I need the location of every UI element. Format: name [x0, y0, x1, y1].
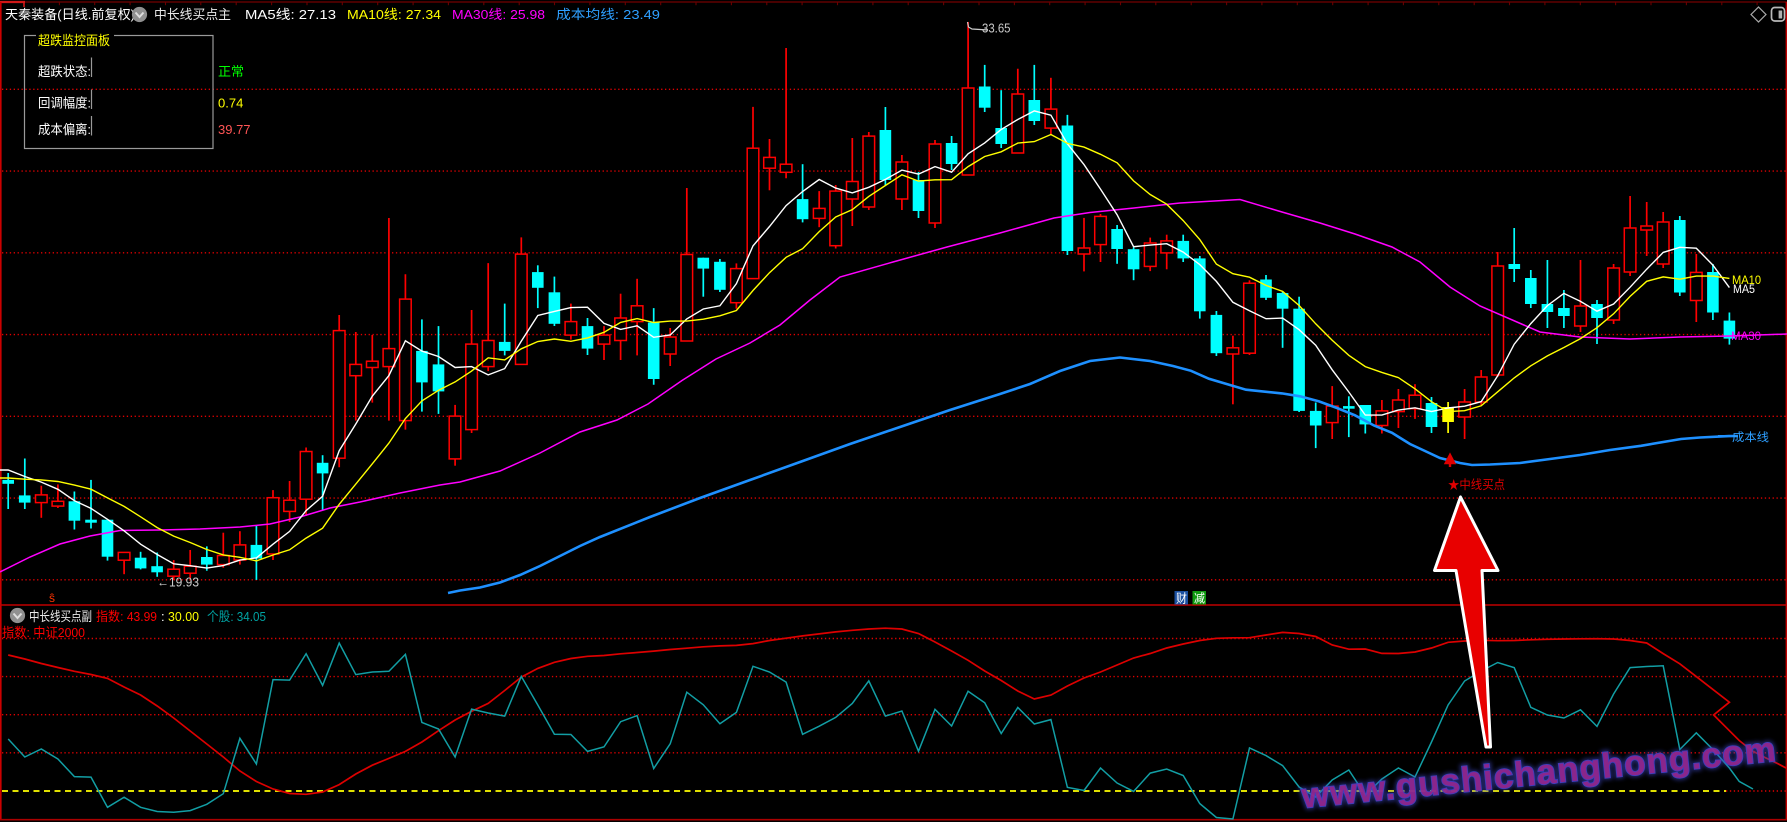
svg-text:MA10: MA10: [1732, 275, 1761, 287]
svg-text:超跌状态:: 超跌状态:: [38, 64, 91, 79]
svg-text:成本线: 成本线: [1732, 430, 1770, 444]
svg-text:回调幅度:: 回调幅度:: [38, 96, 91, 111]
svg-text:个股: 34.05: 个股: 34.05: [207, 609, 266, 624]
svg-text:MA5: MA5: [1733, 284, 1755, 296]
svg-text:←19.93: ←19.93: [157, 576, 199, 590]
svg-text:指数: 中证2000: 指数: 中证2000: [2, 625, 85, 640]
svg-text:MA30: MA30: [1731, 331, 1761, 343]
svg-text:33.65: 33.65: [982, 22, 1011, 36]
svg-text:中长线买点主: 中长线买点主: [154, 7, 231, 22]
svg-text:减: 减: [1194, 592, 1205, 606]
svg-text:成本偏离:: 成本偏离:: [38, 122, 91, 137]
svg-text:ŝ: ŝ: [49, 591, 55, 605]
svg-text:天秦装备(日线.前复权): 天秦装备(日线.前复权): [5, 7, 135, 22]
svg-text:0.74: 0.74: [218, 96, 243, 111]
svg-text:成本均线: 23.49: 成本均线: 23.49: [556, 7, 660, 22]
svg-text:正常: 正常: [218, 64, 244, 79]
svg-text:MA5线: 27.13: MA5线: 27.13: [245, 7, 336, 22]
svg-text:39.77: 39.77: [218, 122, 251, 137]
svg-text:MA30线: 25.98: MA30线: 25.98: [452, 7, 545, 22]
svg-text:★中线买点: ★中线买点: [1448, 477, 1505, 492]
svg-text:MA10线: 27.34: MA10线: 27.34: [347, 7, 441, 22]
svg-text:指数: 43.99: 指数: 43.99: [96, 609, 157, 624]
svg-text::: :: [161, 609, 165, 624]
svg-text:30.00: 30.00: [168, 609, 199, 624]
svg-text:中长线买点副: 中长线买点副: [29, 609, 92, 624]
svg-text:超跌监控面板: 超跌监控面板: [38, 33, 110, 48]
svg-text:财: 财: [1176, 592, 1187, 606]
